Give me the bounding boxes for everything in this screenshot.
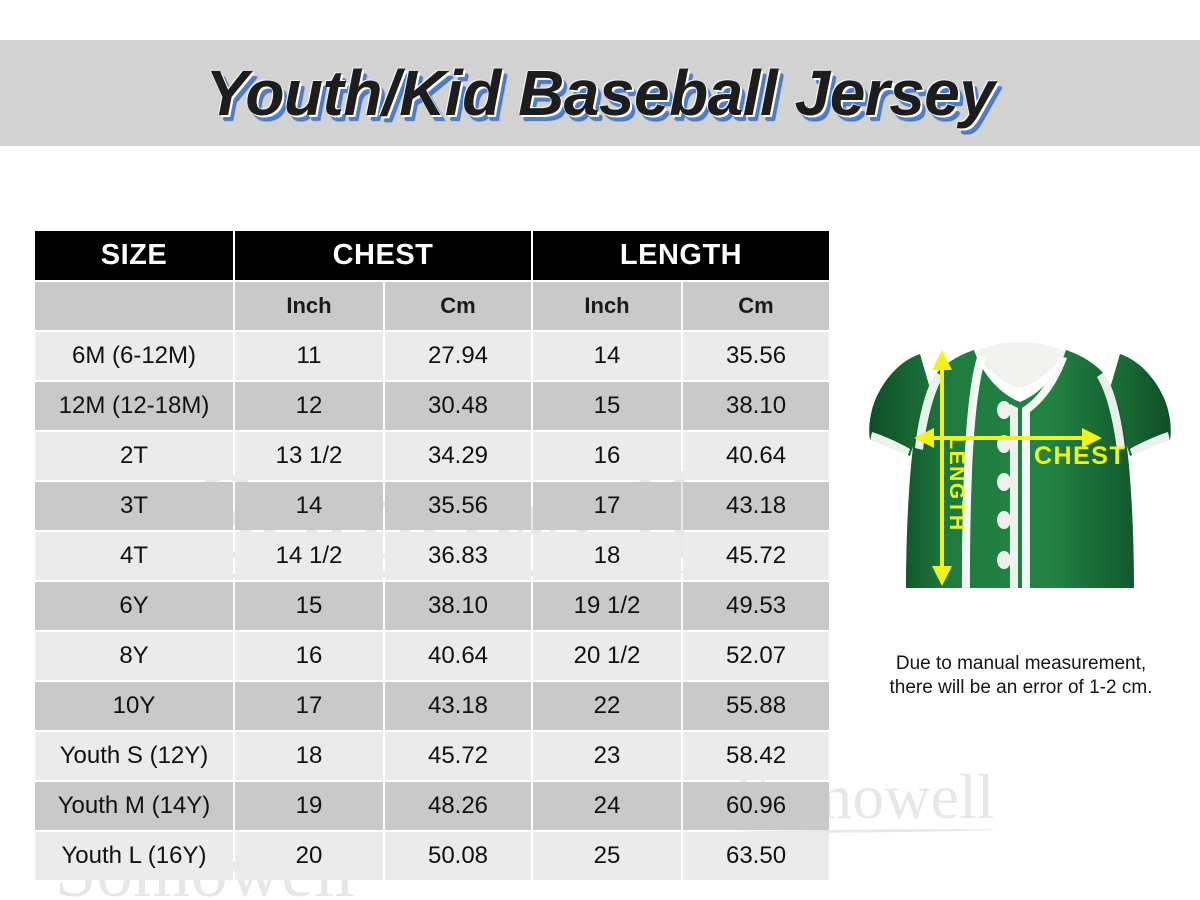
cell-length-cm: 55.88 — [683, 682, 830, 730]
cell-size: 6Y — [35, 582, 233, 630]
cell-length-inch: 17 — [533, 482, 682, 530]
chest-label: CHEST — [1034, 442, 1126, 470]
jersey-right-cuff-trim — [1130, 432, 1170, 458]
table-row: 3T 14 35.56 17 43.18 — [35, 482, 830, 530]
title-banner: Youth/Kid Baseball Jersey — [0, 40, 1200, 146]
cell-chest-inch: 19 — [235, 782, 383, 830]
column-header-size: SIZE — [35, 231, 233, 280]
table-body: 6M (6-12M) 11 27.94 14 35.56 12M (12-18M) 12 30… — [35, 332, 830, 880]
cell-size: 4T — [35, 532, 233, 580]
cell-chest-cm: 40.64 — [385, 632, 532, 680]
measurement-note-line-1: Due to manual measurement, — [895, 653, 1147, 674]
table-unit-header-row: Inch Cm Inch Cm — [35, 282, 830, 330]
jersey-collar-lining — [974, 342, 1066, 388]
cell-length-inch: 24 — [533, 782, 682, 830]
cell-chest-cm: 38.10 — [385, 582, 532, 630]
cell-chest-inch: 15 — [235, 582, 383, 630]
cell-chest-inch: 18 — [235, 732, 383, 780]
cell-size: 3T — [35, 482, 233, 530]
cell-size: 8Y — [35, 632, 233, 680]
cell-length-cm: 45.72 — [683, 532, 830, 580]
cell-chest-inch: 14 — [235, 482, 383, 530]
cell-chest-inch: 16 — [235, 632, 383, 680]
cell-size: 10Y — [35, 682, 233, 730]
cell-chest-cm: 34.29 — [385, 432, 532, 480]
cell-length-inch: 20 1/2 — [533, 632, 682, 680]
cell-chest-inch: 14 1/2 — [235, 532, 383, 580]
cell-length-inch: 19 1/2 — [533, 582, 682, 630]
cell-length-inch: 18 — [533, 532, 682, 580]
table-row: 6Y 15 38.10 19 1/2 49.53 — [35, 582, 830, 630]
size-chart-table: SIZE CHEST LENGTH Inch Cm Inch Cm 6M (6-… — [33, 229, 831, 882]
table-row: 6M (6-12M) 11 27.94 14 35.56 — [35, 332, 830, 380]
cell-length-cm: 35.56 — [683, 332, 830, 380]
jersey-button-3 — [997, 473, 1011, 491]
unit-header-length-cm: Cm — [683, 282, 830, 330]
cell-length-cm: 60.96 — [683, 782, 830, 830]
cell-chest-cm: 36.83 — [385, 532, 532, 580]
cell-length-cm: 63.50 — [683, 832, 830, 880]
cell-size: 2T — [35, 432, 233, 480]
cell-length-inch: 14 — [533, 332, 682, 380]
cell-chest-cm: 30.48 — [385, 382, 532, 430]
jersey-button-1 — [997, 401, 1011, 419]
cell-chest-cm: 35.56 — [385, 482, 532, 530]
jersey-button-5 — [997, 551, 1011, 569]
cell-length-cm: 43.18 — [683, 482, 830, 530]
measurement-note-line-2: there will be an error of 1-2 cm. — [889, 676, 1153, 698]
cell-chest-cm: 45.72 — [385, 732, 532, 780]
cell-size: Youth M (14Y) — [35, 782, 233, 830]
table-row: Youth L (16Y) 20 50.08 25 63.50 — [35, 832, 830, 880]
cell-size: Youth S (12Y) — [35, 732, 233, 780]
jersey-placket-front-edge — [1010, 404, 1018, 588]
length-label: LENGTH — [945, 436, 968, 531]
table-row: 8Y 16 40.64 20 1/2 52.07 — [35, 632, 830, 680]
cell-chest-cm: 27.94 — [385, 332, 532, 380]
jersey-button-4 — [997, 511, 1011, 529]
cell-length-inch: 25 — [533, 832, 682, 880]
table-row: 10Y 17 43.18 22 55.88 — [35, 682, 830, 730]
cell-chest-cm: 43.18 — [385, 682, 532, 730]
table-row: Youth M (14Y) 19 48.26 24 60.96 — [35, 782, 830, 830]
cell-length-inch: 15 — [533, 382, 682, 430]
cell-chest-inch: 13 1/2 — [235, 432, 383, 480]
cell-length-cm: 58.42 — [683, 732, 830, 780]
table-group-header-row: SIZE CHEST LENGTH — [35, 231, 830, 280]
cell-length-cm: 40.64 — [683, 432, 830, 480]
cell-length-inch: 22 — [533, 682, 682, 730]
cell-length-cm: 38.10 — [683, 382, 830, 430]
jersey-left-cuff-trim — [870, 432, 910, 458]
unit-header-blank — [35, 282, 233, 330]
measurement-note: Due to manual measurement, there will be… — [862, 652, 1180, 700]
unit-header-chest-inch: Inch — [235, 282, 383, 330]
column-header-chest: CHEST — [235, 231, 532, 280]
unit-header-length-inch: Inch — [533, 282, 682, 330]
table-row: 4T 14 1/2 36.83 18 45.72 — [35, 532, 830, 580]
jersey-right-shoulder-trim — [1097, 372, 1125, 450]
cell-chest-inch: 12 — [235, 382, 383, 430]
cell-length-inch: 16 — [533, 432, 682, 480]
cell-length-cm: 52.07 — [683, 632, 830, 680]
cell-chest-cm: 50.08 — [385, 832, 532, 880]
column-header-length: LENGTH — [533, 231, 830, 280]
cell-size: Youth L (16Y) — [35, 832, 233, 880]
cell-size: 12M (12-18M) — [35, 382, 233, 430]
cell-chest-cm: 48.26 — [385, 782, 532, 830]
cell-length-cm: 49.53 — [683, 582, 830, 630]
jersey-illustration: CHEST LENGTH — [862, 332, 1178, 612]
table-row: 12M (12-18M) 12 30.48 15 38.10 — [35, 382, 830, 430]
jersey-placket-center-trim — [1022, 356, 1067, 588]
jersey-placket-left-trim — [962, 354, 986, 588]
table-row: Youth S (12Y) 18 45.72 23 58.42 — [35, 732, 830, 780]
page-title: Youth/Kid Baseball Jersey — [205, 57, 995, 129]
table-head: SIZE CHEST LENGTH Inch Cm Inch Cm — [35, 231, 830, 330]
cell-size: 6M (6-12M) — [35, 332, 233, 380]
table-row: 2T 13 1/2 34.29 16 40.64 — [35, 432, 830, 480]
cell-length-inch: 23 — [533, 732, 682, 780]
cell-chest-inch: 20 — [235, 832, 383, 880]
cell-chest-inch: 17 — [235, 682, 383, 730]
unit-header-chest-cm: Cm — [385, 282, 532, 330]
cell-chest-inch: 11 — [235, 332, 383, 380]
